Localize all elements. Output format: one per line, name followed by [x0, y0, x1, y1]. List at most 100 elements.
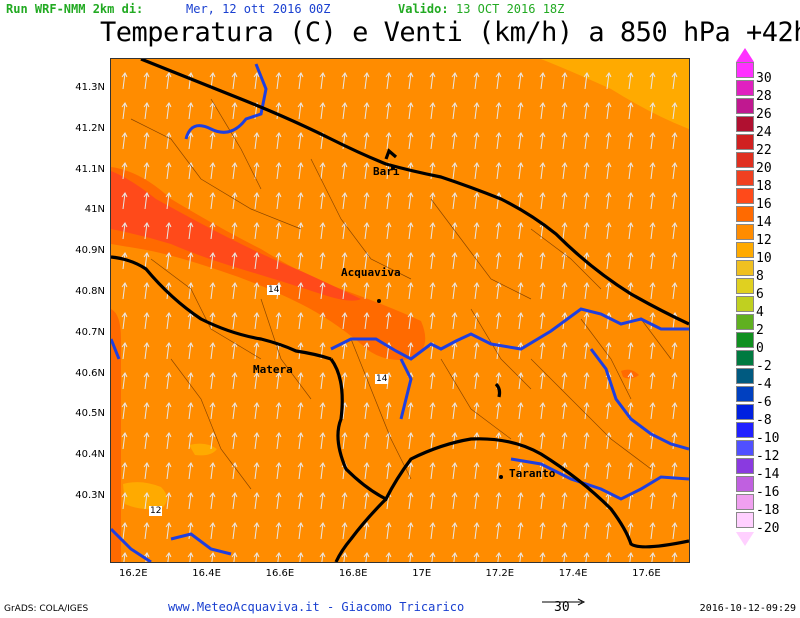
- wind-arrow: [364, 342, 368, 360]
- wind-arrow: [166, 102, 170, 120]
- wind-arrow-head: [231, 492, 238, 498]
- footer-site: www.MeteoAcquaviva.it - Giacomo Tricaric…: [168, 600, 465, 614]
- wind-arrow: [562, 132, 566, 150]
- wind-arrow: [452, 162, 456, 180]
- wind-arrow: [519, 552, 522, 562]
- wind-arrow: [188, 132, 192, 150]
- wind-arrow-head: [143, 432, 150, 438]
- wind-arrow-head: [341, 282, 348, 288]
- legend-label: -2: [756, 359, 772, 374]
- wind-arrow-head: [363, 372, 370, 378]
- wind-arrow: [188, 282, 192, 300]
- wind-arrow: [298, 372, 302, 390]
- wind-arrow: [430, 102, 434, 120]
- wind-arrow: [254, 132, 258, 150]
- wind-arrow: [364, 132, 368, 150]
- wind-arrow: [452, 492, 456, 510]
- wind-arrow-head: [473, 462, 480, 468]
- wind-arrow-head: [561, 522, 568, 528]
- wind-arrow: [254, 162, 258, 180]
- legend-label: -16: [756, 485, 780, 500]
- wind-arrow: [650, 282, 654, 300]
- wind-arrow-head: [407, 522, 414, 528]
- wind-arrow-head: [605, 462, 612, 468]
- wind-arrow-head: [671, 522, 678, 528]
- wind-arrow-head: [275, 552, 282, 558]
- wind-arrow-head: [429, 462, 436, 468]
- wind-arrow-head: [297, 192, 304, 198]
- wind-arrow: [166, 312, 170, 330]
- wind-arrow-head: [473, 162, 480, 168]
- wind-arrow: [342, 402, 346, 420]
- wind-arrow: [584, 342, 588, 360]
- wind-arrow-head: [319, 72, 326, 78]
- wind-arrow: [430, 372, 434, 390]
- wind-arrows: [121, 72, 678, 562]
- wind-arrow-head: [605, 522, 612, 528]
- legend-bottom-triangle-icon: [736, 532, 754, 546]
- wind-arrow: [474, 132, 478, 150]
- wind-arrow: [232, 162, 236, 180]
- wind-arrow: [650, 462, 654, 480]
- wind-arrow: [342, 492, 346, 510]
- wind-arrow-head: [407, 102, 414, 108]
- wind-arrow-head: [517, 132, 524, 138]
- wind-arrow: [232, 432, 236, 450]
- wind-arrow: [606, 102, 610, 120]
- legend-swatch: [736, 440, 754, 456]
- wind-arrow: [584, 312, 588, 330]
- wind-arrow-head: [495, 222, 502, 228]
- wind-arrow: [430, 282, 434, 300]
- wind-arrow: [584, 132, 588, 150]
- wind-arrow-head: [341, 102, 348, 108]
- wind-arrow-head: [253, 402, 260, 408]
- wind-arrow-head: [429, 222, 436, 228]
- wind-arrow: [320, 312, 324, 330]
- wind-arrow-head: [495, 462, 502, 468]
- wind-arrow: [298, 312, 302, 330]
- wind-arrow-head: [627, 162, 634, 168]
- wind-arrow-head: [583, 522, 590, 528]
- wind-arrow-head: [649, 132, 656, 138]
- wind-arrow-head: [627, 252, 634, 258]
- wind-arrow: [540, 252, 544, 270]
- wind-arrow: [144, 462, 148, 480]
- wind-arrow: [606, 342, 610, 360]
- wind-arrow-head: [473, 102, 480, 108]
- wind-arrow: [496, 132, 500, 150]
- wind-arrow: [122, 432, 126, 450]
- wind-arrow: [452, 132, 456, 150]
- wind-arrow: [122, 402, 126, 420]
- wind-arrow: [518, 102, 522, 120]
- wind-arrow: [255, 552, 258, 562]
- wind-arrow-head: [297, 462, 304, 468]
- longitude-tick-label: 16.8E: [338, 568, 368, 579]
- wind-arrow-head: [121, 462, 128, 468]
- longitude-tick-label: 17.6E: [632, 568, 661, 579]
- temperature-field-14-west: [111, 309, 121, 562]
- wind-arrow: [518, 162, 522, 180]
- wind-arrow: [672, 492, 676, 510]
- wind-arrow-head: [539, 432, 546, 438]
- wind-arrow-head: [363, 282, 370, 288]
- wind-arrow-head: [319, 432, 326, 438]
- wind-arrow-head: [451, 222, 458, 228]
- wind-arrow: [453, 552, 456, 562]
- wind-arrow-head: [407, 192, 414, 198]
- wind-arrow: [562, 372, 566, 390]
- wind-arrow-head: [385, 252, 392, 258]
- wind-arrow: [474, 312, 478, 330]
- wind-arrow-head: [253, 132, 260, 138]
- wind-arrow: [254, 252, 258, 270]
- wind-arrow: [430, 252, 434, 270]
- wind-arrow: [408, 522, 412, 540]
- wind-arrow-head: [451, 312, 458, 318]
- wind-arrow: [607, 552, 610, 562]
- wind-arrow: [144, 522, 148, 540]
- wind-arrow-head: [495, 492, 502, 498]
- wind-arrow: [254, 522, 258, 540]
- wind-arrow: [672, 162, 676, 180]
- wind-arrow: [364, 102, 368, 120]
- wind-arrow-head: [451, 372, 458, 378]
- longitude-tick-label: 17.2E: [485, 568, 515, 579]
